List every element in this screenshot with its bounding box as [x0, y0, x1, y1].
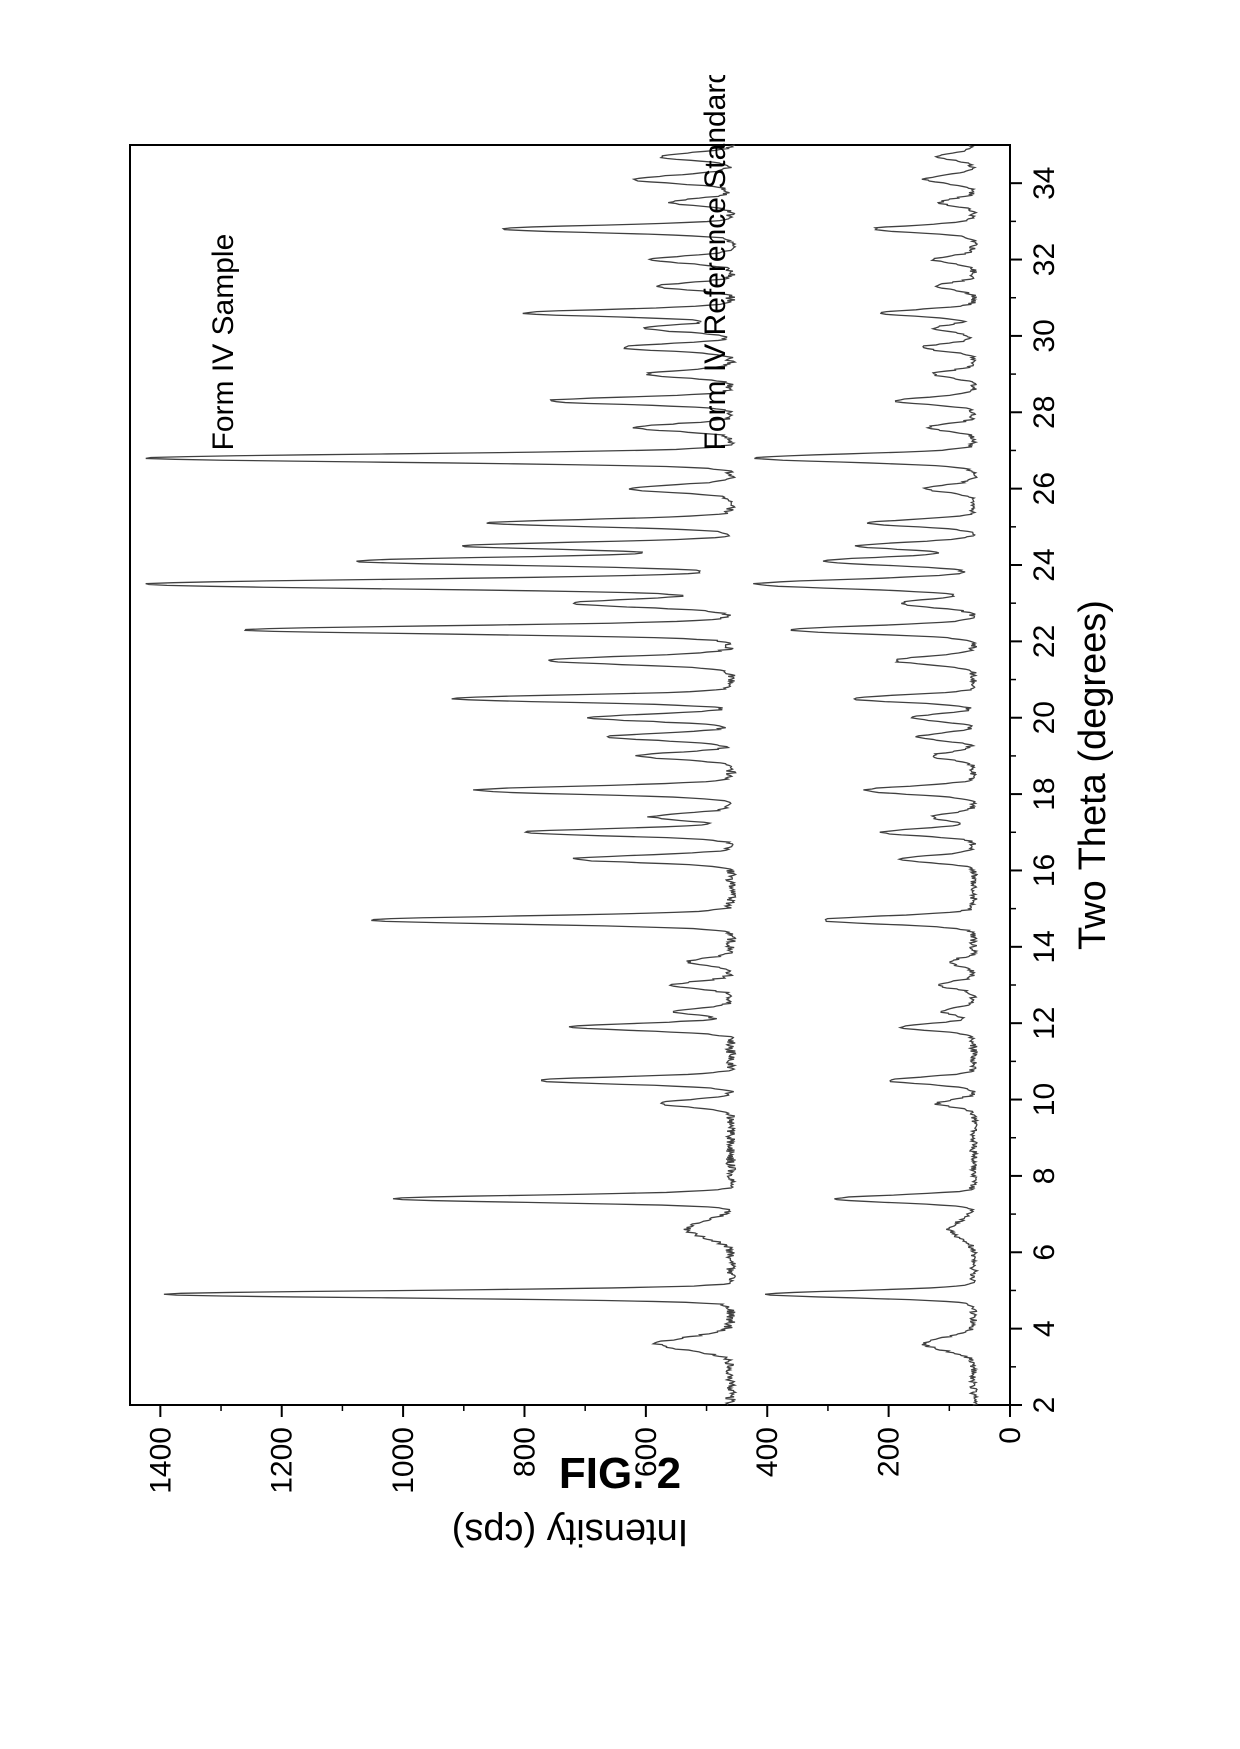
- svg-text:14: 14: [1028, 930, 1061, 963]
- svg-text:18: 18: [1028, 777, 1061, 810]
- svg-text:4: 4: [1028, 1320, 1061, 1337]
- svg-text:28: 28: [1028, 396, 1061, 429]
- svg-text:24: 24: [1028, 548, 1061, 581]
- xrd-chart: 0200400600800100012001400246810121416182…: [90, 75, 1150, 1575]
- series-label-0: Form IV Sample: [207, 234, 240, 451]
- svg-text:32: 32: [1028, 243, 1061, 276]
- svg-text:8: 8: [1028, 1168, 1061, 1185]
- svg-text:10: 10: [1028, 1083, 1061, 1116]
- svg-text:6: 6: [1028, 1244, 1061, 1261]
- svg-text:26: 26: [1028, 472, 1061, 505]
- svg-text:Two Theta (degrees): Two Theta (degrees): [1072, 600, 1114, 950]
- rotated-chart-container: 0200400600800100012001400246810121416182…: [90, 75, 1150, 1575]
- series-label-1: Form IV Reference Standard: [699, 75, 732, 450]
- svg-text:34: 34: [1028, 166, 1061, 199]
- svg-text:22: 22: [1028, 625, 1061, 658]
- svg-text:12: 12: [1028, 1006, 1061, 1039]
- figure-caption: FIG. 2: [0, 1449, 1240, 1499]
- svg-text:2: 2: [1028, 1397, 1061, 1414]
- svg-text:20: 20: [1028, 701, 1061, 734]
- svg-text:30: 30: [1028, 319, 1061, 352]
- svg-text:16: 16: [1028, 854, 1061, 887]
- svg-text:Intensity (cps): Intensity (cps): [452, 1511, 689, 1553]
- trace-1: [753, 145, 977, 1405]
- svg-text:0: 0: [994, 1427, 1027, 1444]
